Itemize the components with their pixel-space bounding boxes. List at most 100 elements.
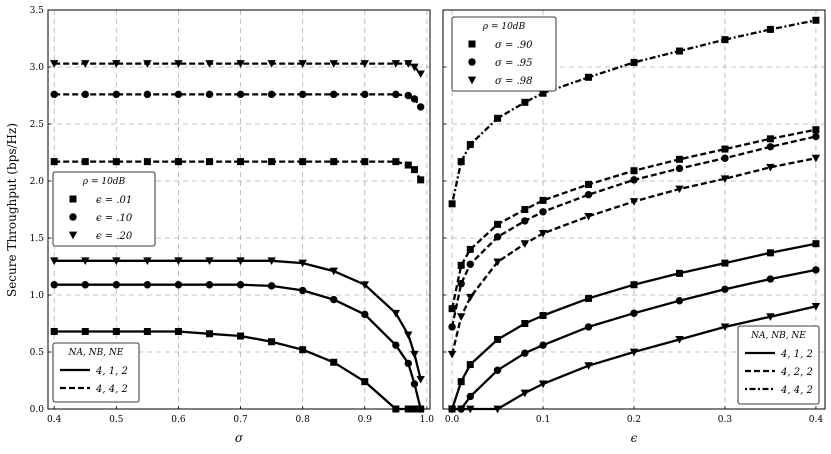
data-point-4-6 bbox=[236, 90, 245, 99]
data-point-2-6 bbox=[236, 257, 245, 265]
data-point-5-2 bbox=[466, 293, 475, 302]
x-tick-label-1: 0.5 bbox=[109, 415, 124, 425]
data-point-0-5 bbox=[539, 312, 547, 320]
data-point-1-12 bbox=[404, 359, 412, 368]
legend-label-1: 4, 2, 2 bbox=[780, 367, 813, 378]
data-point-2-14 bbox=[416, 375, 425, 384]
x-tick-label-3: 0.3 bbox=[718, 415, 733, 425]
data-point-1-2 bbox=[112, 281, 121, 289]
data-point-1-8 bbox=[675, 297, 684, 305]
data-point-4-5 bbox=[205, 90, 214, 99]
data-point-0-10 bbox=[766, 249, 774, 257]
data-point-4-14 bbox=[416, 103, 425, 111]
data-point-2-8 bbox=[675, 336, 684, 344]
data-point-1-5 bbox=[205, 281, 214, 289]
series-line-4 bbox=[450, 135, 817, 328]
x-tick-label-4: 0.8 bbox=[296, 415, 311, 425]
data-point-1-10 bbox=[766, 275, 775, 283]
data-point-4-12 bbox=[404, 91, 412, 100]
data-point-0-9 bbox=[330, 358, 338, 366]
x-tick-label-2: 0.2 bbox=[627, 415, 641, 425]
data-point-5-5 bbox=[538, 230, 548, 238]
data-point-0-2 bbox=[466, 361, 474, 369]
panel-sigma: 0.4 0.5 0.6 0.7 0.8 0.9 1.0 0.0 0.5 1.0 1.5 2.0 2.5 3… bbox=[30, 6, 435, 445]
data-point-4-5 bbox=[539, 208, 547, 216]
data-point-3-2 bbox=[466, 245, 474, 253]
data-point-6-6 bbox=[585, 73, 593, 81]
data-point-2-9 bbox=[720, 323, 730, 332]
x-tick-label-5: 0.9 bbox=[358, 415, 373, 425]
data-point-1-7 bbox=[630, 309, 638, 317]
data-point-2-12 bbox=[404, 331, 413, 340]
data-point-1-1 bbox=[81, 281, 89, 289]
data-point-2-6 bbox=[584, 362, 593, 370]
y-tick-label-2: 1.0 bbox=[30, 291, 45, 301]
legend-0: ρ = 10dB ϵ = .01 ϵ = .10 ϵ = .20 bbox=[52, 171, 156, 247]
y-tick-label-3: 1.5 bbox=[30, 234, 45, 244]
legend-label-1: 4, 4, 2 bbox=[95, 384, 128, 395]
data-point-5-1 bbox=[81, 60, 90, 68]
data-point-5-3 bbox=[493, 258, 502, 267]
data-point-2-5 bbox=[205, 257, 214, 265]
data-point-5-4 bbox=[174, 60, 183, 68]
x-axis-label: σ bbox=[235, 431, 244, 445]
data-point-4-10 bbox=[766, 143, 775, 151]
legend-title: ρ = 10dB bbox=[482, 22, 526, 32]
data-point-0-2 bbox=[112, 327, 120, 335]
y-axis-label: Secure Throughput (bps/Hz) bbox=[5, 123, 19, 297]
data-point-5-9 bbox=[329, 60, 338, 68]
data-point-1-2 bbox=[466, 392, 474, 401]
data-point-1-4 bbox=[521, 349, 529, 357]
data-point-6-5 bbox=[539, 89, 547, 97]
data-point-5-9 bbox=[720, 175, 730, 183]
data-point-6-4 bbox=[521, 98, 529, 106]
data-point-0-4 bbox=[521, 320, 529, 327]
data-point-2-10 bbox=[766, 313, 775, 321]
data-point-6-11 bbox=[812, 16, 820, 24]
legend-marker-2 bbox=[467, 76, 477, 85]
data-point-2-11 bbox=[811, 303, 821, 311]
data-point-4-2 bbox=[466, 260, 474, 268]
data-point-5-5 bbox=[205, 60, 214, 68]
data-point-4-11 bbox=[392, 90, 400, 99]
data-point-3-3 bbox=[143, 158, 151, 166]
legend-label-0: σ = .90 bbox=[495, 40, 533, 51]
data-point-0-5 bbox=[205, 330, 213, 338]
y-tick-label-4: 2.0 bbox=[30, 177, 45, 187]
legend-marker-2 bbox=[68, 231, 78, 240]
data-point-3-10 bbox=[361, 158, 369, 166]
data-point-4-10 bbox=[361, 90, 369, 99]
data-point-4-8 bbox=[298, 90, 307, 99]
data-point-4-7 bbox=[630, 176, 638, 184]
data-point-5-11 bbox=[811, 154, 821, 163]
y-tick-label-6: 3.0 bbox=[30, 63, 45, 73]
data-point-3-9 bbox=[330, 158, 338, 166]
data-point-5-8 bbox=[675, 185, 684, 194]
data-point-2-7 bbox=[267, 257, 276, 265]
plot-frame bbox=[47, 9, 431, 410]
data-point-1-0 bbox=[50, 281, 58, 289]
y-tick-label-7: 3.5 bbox=[30, 6, 45, 16]
data-point-1-9 bbox=[330, 295, 338, 304]
x-tick-label-0: 0.4 bbox=[47, 415, 62, 425]
legend-box bbox=[451, 16, 557, 92]
x-axis-label: ϵ bbox=[631, 431, 638, 445]
data-point-3-4 bbox=[174, 158, 182, 166]
data-point-4-4 bbox=[174, 90, 183, 99]
data-point-5-7 bbox=[267, 60, 276, 68]
legend-box bbox=[52, 171, 156, 247]
data-point-1-3 bbox=[143, 281, 152, 289]
data-point-3-4 bbox=[521, 206, 529, 213]
data-point-2-4 bbox=[174, 257, 183, 265]
data-point-3-14 bbox=[417, 176, 425, 184]
data-point-5-10 bbox=[360, 60, 369, 68]
data-point-5-4 bbox=[520, 240, 530, 248]
data-point-0-7 bbox=[268, 338, 276, 346]
data-point-2-1 bbox=[81, 257, 90, 265]
data-point-4-1 bbox=[81, 90, 89, 99]
data-point-3-12 bbox=[404, 161, 412, 169]
data-point-1-11 bbox=[392, 341, 400, 349]
data-point-0-6 bbox=[237, 332, 245, 340]
data-point-4-2 bbox=[112, 90, 121, 99]
data-point-2-9 bbox=[329, 267, 338, 276]
